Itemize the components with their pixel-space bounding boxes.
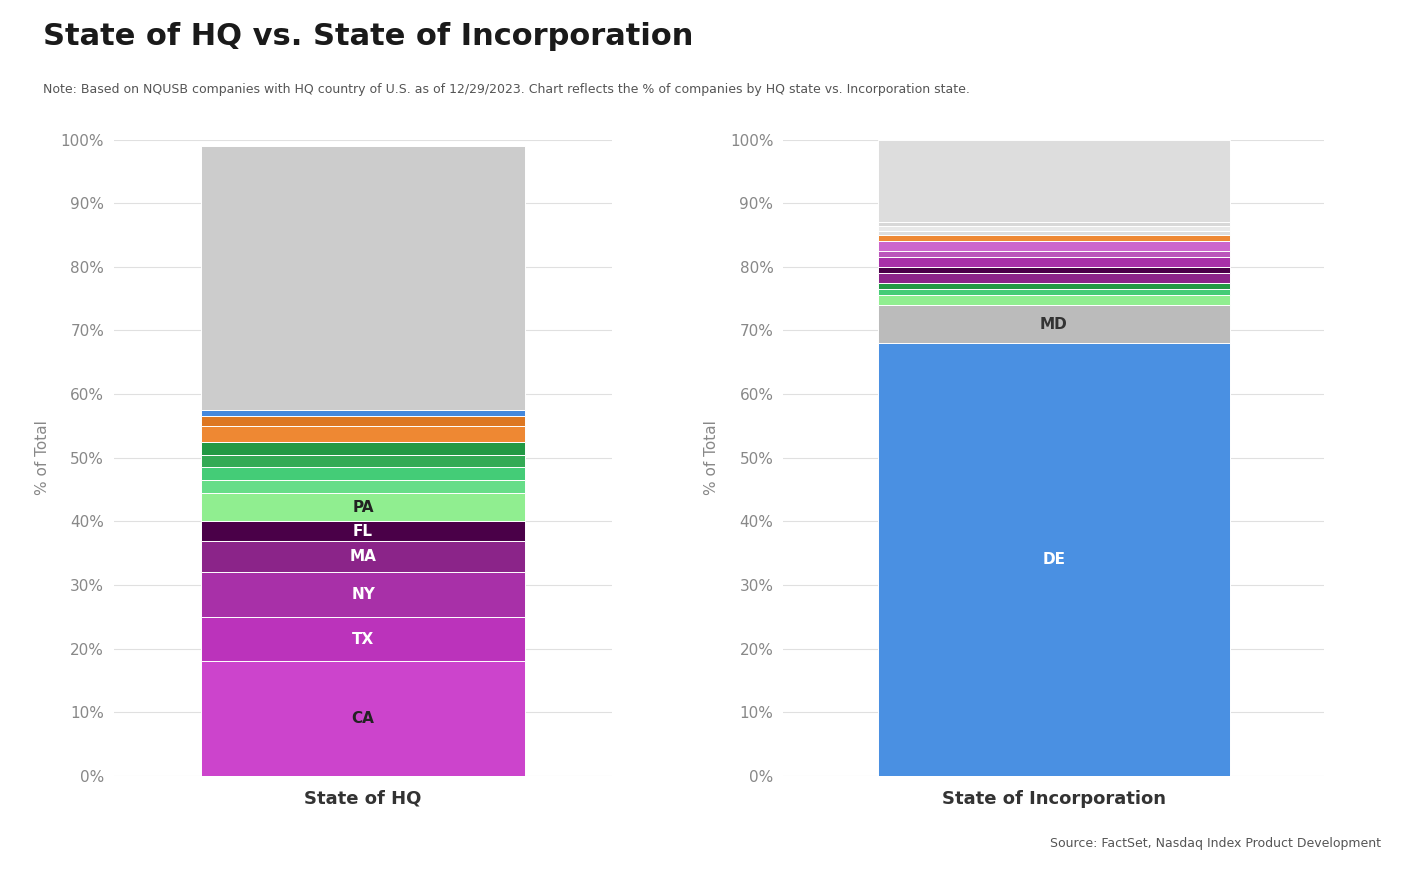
Bar xyxy=(879,140,1230,222)
Bar xyxy=(879,230,1230,235)
Text: MA: MA xyxy=(350,549,376,564)
Bar xyxy=(879,257,1230,267)
Bar xyxy=(879,267,1230,273)
Text: TX: TX xyxy=(352,631,375,647)
X-axis label: State of HQ: State of HQ xyxy=(305,790,422,808)
Text: MD: MD xyxy=(1040,317,1068,331)
Bar xyxy=(879,283,1230,290)
Y-axis label: % of Total: % of Total xyxy=(34,420,50,495)
Bar xyxy=(201,662,525,776)
Bar xyxy=(201,442,525,454)
Text: CA: CA xyxy=(352,712,375,726)
Bar xyxy=(879,242,1230,251)
Text: PA: PA xyxy=(352,500,375,514)
Y-axis label: % of Total: % of Total xyxy=(703,420,719,495)
Bar xyxy=(879,251,1230,257)
Bar xyxy=(879,290,1230,296)
Bar xyxy=(879,222,1230,226)
Bar xyxy=(879,296,1230,305)
Text: Source: FactSet, Nasdaq Index Product Development: Source: FactSet, Nasdaq Index Product De… xyxy=(1051,837,1381,850)
Bar xyxy=(201,467,525,480)
Bar xyxy=(201,572,525,617)
Bar xyxy=(201,480,525,493)
Bar xyxy=(201,493,525,521)
Text: DE: DE xyxy=(1042,552,1065,567)
Bar xyxy=(201,146,525,410)
Bar xyxy=(879,273,1230,283)
Bar xyxy=(201,541,525,572)
Bar xyxy=(879,344,1230,776)
Bar xyxy=(201,426,525,442)
Bar xyxy=(201,417,525,426)
Bar xyxy=(879,235,1230,242)
Text: NY: NY xyxy=(352,587,375,603)
X-axis label: State of Incorporation: State of Incorporation xyxy=(941,790,1166,808)
Bar xyxy=(879,226,1230,230)
Text: FL: FL xyxy=(353,523,373,539)
Text: State of HQ vs. State of Incorporation: State of HQ vs. State of Incorporation xyxy=(43,22,693,51)
Bar xyxy=(201,617,525,662)
Bar xyxy=(879,305,1230,344)
Bar xyxy=(201,521,525,541)
Text: Note: Based on NQUSB companies with HQ country of U.S. as of 12/29/2023. Chart r: Note: Based on NQUSB companies with HQ c… xyxy=(43,83,970,96)
Bar xyxy=(201,410,525,417)
Bar xyxy=(201,454,525,467)
